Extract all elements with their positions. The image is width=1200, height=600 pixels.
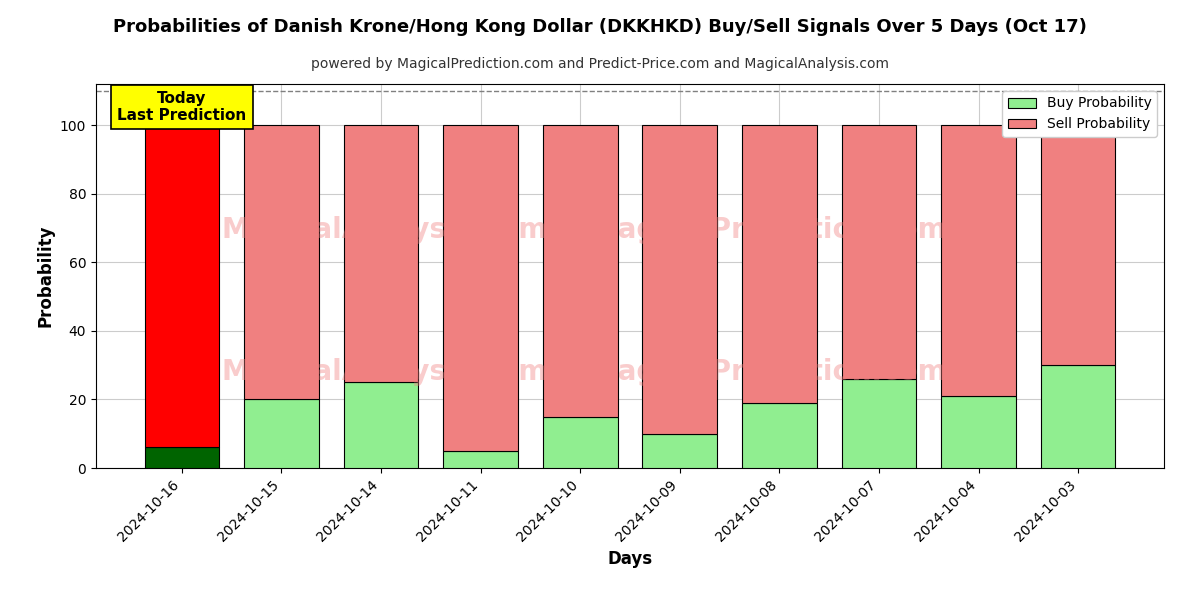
- Bar: [542, 416, 618, 468]
- Text: powered by MagicalPrediction.com and Predict-Price.com and MagicalAnalysis.com: powered by MagicalPrediction.com and Pre…: [311, 57, 889, 71]
- Bar: [1040, 125, 1116, 365]
- Bar: [841, 379, 917, 468]
- Text: MagicalPrediction.com: MagicalPrediction.com: [590, 216, 947, 244]
- Y-axis label: Probability: Probability: [36, 225, 54, 327]
- X-axis label: Days: Days: [607, 550, 653, 568]
- Bar: [343, 125, 419, 382]
- Bar: [1040, 365, 1116, 468]
- Legend: Buy Probability, Sell Probability: Buy Probability, Sell Probability: [1002, 91, 1157, 137]
- Bar: [841, 125, 917, 379]
- Bar: [443, 125, 518, 451]
- Text: MagicalAnalysis.com: MagicalAnalysis.com: [221, 216, 547, 244]
- Bar: [244, 400, 319, 468]
- Text: MagicalAnalysis.com: MagicalAnalysis.com: [221, 358, 547, 386]
- Bar: [941, 396, 1016, 468]
- Bar: [642, 125, 718, 434]
- Bar: [144, 125, 220, 448]
- Bar: [343, 382, 419, 468]
- Bar: [144, 448, 220, 468]
- Bar: [244, 125, 319, 400]
- Text: MagicalPrediction.com: MagicalPrediction.com: [590, 358, 947, 386]
- Bar: [443, 451, 518, 468]
- Bar: [742, 403, 817, 468]
- Bar: [941, 125, 1016, 396]
- Bar: [742, 125, 817, 403]
- Bar: [642, 434, 718, 468]
- Text: Today
Last Prediction: Today Last Prediction: [118, 91, 246, 123]
- Bar: [542, 125, 618, 416]
- Text: Probabilities of Danish Krone/Hong Kong Dollar (DKKHKD) Buy/Sell Signals Over 5 : Probabilities of Danish Krone/Hong Kong …: [113, 18, 1087, 36]
